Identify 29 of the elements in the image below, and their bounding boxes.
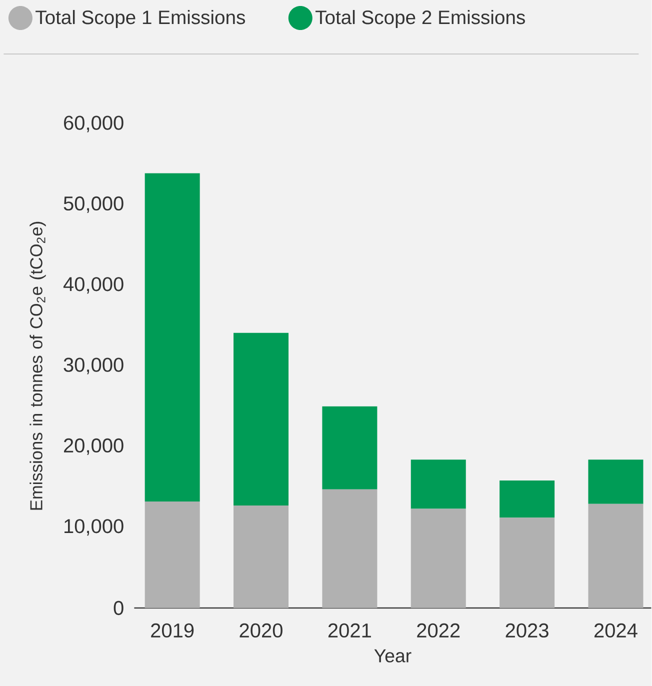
bar (588, 504, 644, 608)
x-tick-label: 2024 (594, 623, 638, 638)
bar (144, 502, 200, 608)
bar (144, 173, 200, 502)
bar (322, 406, 378, 490)
y-axis-title: Emissions in tonnes of CO$_{2}$e (tCO$_{2}$e) (30, 222, 46, 510)
bar (588, 460, 644, 504)
x-axis-title: Year (374, 649, 412, 662)
bar (234, 332, 289, 506)
bar (500, 518, 555, 608)
legend-label: Total Scope 2 Emissions (316, 10, 526, 28)
bar (411, 508, 466, 608)
legend-label: Total Scope 1 Emissions (36, 10, 246, 28)
y-tick-label: 0 (114, 600, 124, 616)
y-tick-label: 40,000 (64, 277, 124, 294)
y-tick-label: 10,000 (64, 519, 124, 536)
x-tick-label: 2019 (151, 623, 194, 638)
y-tick-label: 30,000 (64, 358, 124, 374)
bar (500, 480, 555, 518)
x-tick-label: 2022 (417, 623, 460, 638)
x-tick-label: 2023 (506, 623, 549, 638)
y-tick-label: 50,000 (64, 196, 124, 213)
y-tick-label: 20,000 (64, 438, 124, 455)
x-tick-label: 2021 (328, 623, 372, 638)
bar (234, 506, 289, 608)
bar (411, 460, 466, 509)
x-tick-label: 2020 (240, 623, 283, 638)
y-tick-label: 60,000 (64, 116, 124, 132)
bar (322, 489, 378, 608)
